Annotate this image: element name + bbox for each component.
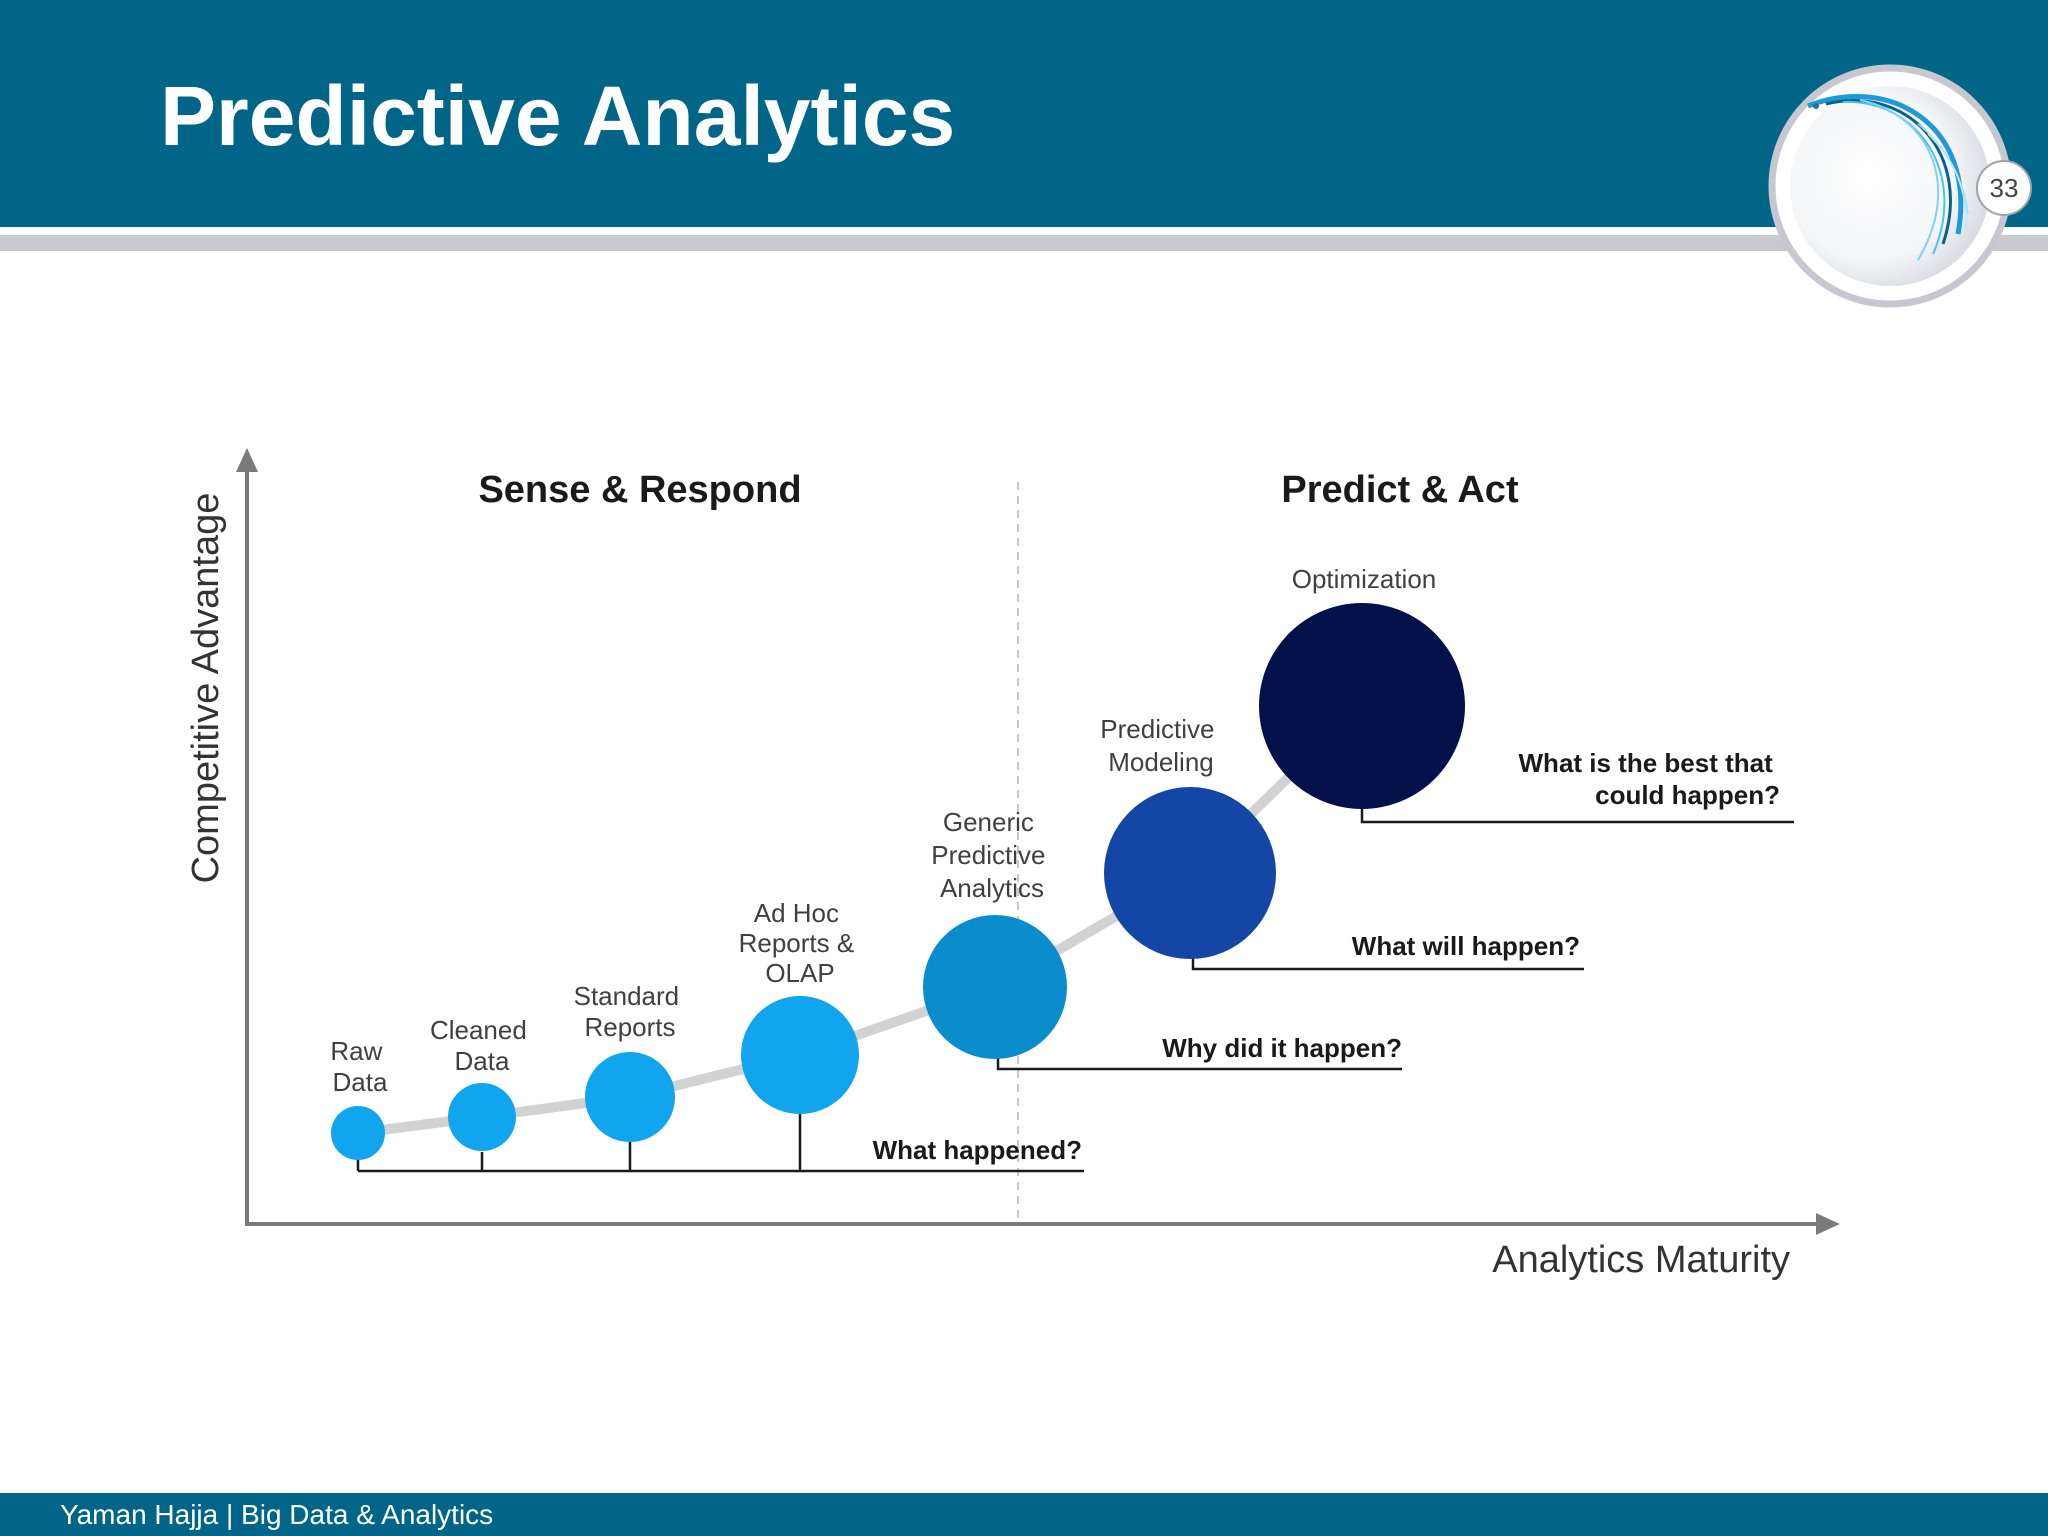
slide-header: Predictive Analytics bbox=[0, 0, 2048, 227]
x-axis-arrow bbox=[1816, 1213, 1840, 1235]
slide-footer: Yaman Hajja | Big Data & Analytics bbox=[0, 1493, 2048, 1536]
y-axis-arrow bbox=[236, 448, 258, 472]
stage-label-standard-reports: Standard Reports bbox=[574, 981, 687, 1042]
stage-circle-cleaned-data bbox=[448, 1083, 516, 1151]
stage-circle-ad-hoc-olap bbox=[741, 996, 859, 1114]
footer-text: Yaman Hajja | Big Data & Analytics bbox=[60, 1499, 494, 1530]
stage-label-predictive-modeling: Predictive Modeling bbox=[1100, 714, 1221, 777]
stage-label-ad-hoc-olap: Ad Hoc Reports & OLAP bbox=[739, 898, 862, 988]
bracket-best-that-could-happen bbox=[1360, 808, 1794, 824]
slide-title: Predictive Analytics bbox=[160, 69, 956, 163]
question-best-that-could-happen: What is the best that could happen? bbox=[1519, 748, 1780, 810]
header-rule-grey bbox=[0, 235, 2048, 251]
stage-label-optimization: Optimization bbox=[1292, 564, 1437, 594]
stage-label-raw-data: Raw Data bbox=[330, 1036, 389, 1097]
stage-circle-predictive-modeling bbox=[1104, 787, 1276, 959]
section-heading-predict-act: Predict & Act bbox=[1281, 469, 1519, 511]
slide-number: 33 bbox=[1976, 160, 2032, 216]
question-why-did-it-happen: Why did it happen? bbox=[1162, 1033, 1402, 1063]
stage-circle-raw-data bbox=[331, 1106, 385, 1160]
x-axis-label: Analytics Maturity bbox=[1492, 1239, 1790, 1281]
question-what-will-happen: What will happen? bbox=[1352, 931, 1580, 961]
bracket-what-will-happen bbox=[1191, 958, 1584, 971]
bracket-why-did-it-happen bbox=[996, 1056, 1402, 1071]
y-axis-label: Competitive Advantage bbox=[185, 493, 227, 884]
section-heading-sense-respond: Sense & Respond bbox=[478, 469, 801, 511]
question-what-happened: What happened? bbox=[873, 1135, 1082, 1165]
stage-circle-generic-predictive bbox=[923, 915, 1067, 1059]
stage-label-cleaned-data: Cleaned Data bbox=[430, 1015, 534, 1076]
header-rule-white bbox=[0, 227, 2048, 235]
stage-label-generic-predictive: Generic Predictive Analytics bbox=[931, 807, 1052, 903]
stage-circle-optimization bbox=[1259, 603, 1465, 809]
stage-circle-standard-reports bbox=[585, 1052, 675, 1142]
